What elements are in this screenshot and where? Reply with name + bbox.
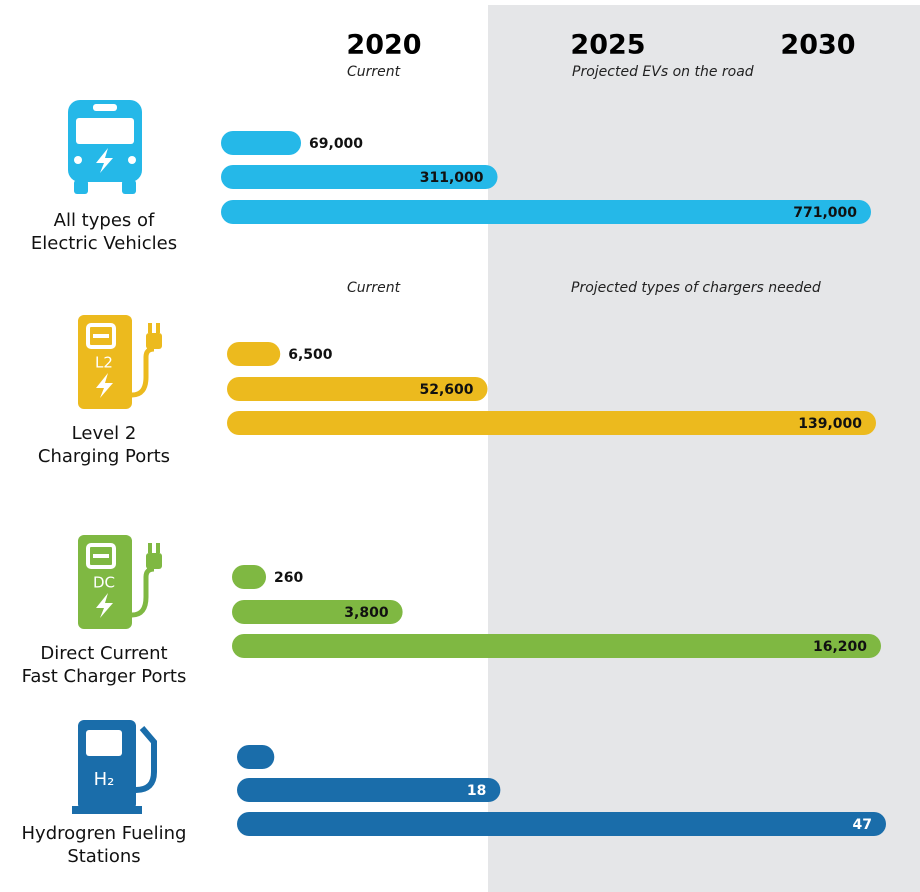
value-label: 47	[853, 817, 872, 833]
icon-bolt	[96, 373, 113, 398]
value-label: 16,200	[813, 639, 867, 655]
year-2025: 2025	[570, 30, 645, 61]
group-title: Direct Current	[40, 643, 167, 664]
value-label: 6,500	[288, 347, 333, 363]
icon-wheel	[74, 180, 88, 194]
icon-bolt	[96, 148, 113, 173]
group-title: Stations	[67, 846, 140, 867]
value-label: 139,000	[798, 416, 862, 432]
bar	[221, 165, 498, 189]
bar	[221, 200, 871, 224]
value-label: 69,000	[309, 136, 363, 152]
group-title: All types of	[54, 210, 155, 231]
icon-wheel	[122, 180, 136, 194]
icon-label: H₂	[94, 769, 115, 790]
group-title: Electric Vehicles	[31, 233, 177, 254]
column-note: Current	[347, 64, 401, 80]
icon-screen	[86, 543, 116, 569]
group-title: Fast Charger Ports	[22, 666, 187, 687]
icon-screen	[86, 730, 122, 756]
bar	[237, 812, 886, 836]
icon-window	[76, 118, 134, 144]
year-2030: 2030	[780, 30, 855, 61]
column-note: Projected EVs on the road	[572, 64, 754, 80]
value-label: 260	[274, 570, 303, 586]
bar	[227, 377, 488, 401]
icon-top	[93, 104, 117, 111]
value-label: 18	[467, 783, 486, 799]
year-2020: 2020	[346, 30, 421, 61]
icon-body	[78, 535, 132, 629]
icon-plug	[146, 333, 162, 349]
icon-light	[74, 156, 82, 164]
bar	[237, 745, 275, 769]
bar	[232, 565, 267, 589]
icon-body	[78, 315, 132, 409]
bar	[232, 600, 403, 624]
bar	[227, 411, 876, 435]
bar	[221, 131, 302, 155]
group-title: Level 2	[72, 423, 137, 444]
icon-plug	[146, 553, 162, 569]
icon-label: L2	[95, 354, 113, 372]
group-title: Charging Ports	[38, 446, 170, 467]
bar	[237, 778, 501, 802]
value-label: 311,000	[420, 170, 484, 186]
icon-cable	[131, 566, 155, 618]
icon-screen	[86, 323, 116, 349]
icon-bolt	[96, 593, 113, 618]
value-label: 3,800	[344, 605, 389, 621]
group-title: Hydrogren Fueling	[22, 823, 187, 844]
icon-cable	[131, 346, 155, 398]
icon-hose	[135, 726, 157, 793]
column-note: Current	[347, 280, 401, 296]
value-label: 52,600	[419, 382, 473, 398]
column-note: Projected types of chargers needed	[571, 280, 821, 296]
value-label: 771,000	[793, 205, 857, 221]
bar	[232, 634, 881, 658]
icon-label: DC	[93, 574, 115, 592]
icon-base	[72, 806, 142, 814]
value-label: 1	[282, 750, 292, 766]
projection-background	[488, 5, 920, 892]
icon-light	[128, 156, 136, 164]
bar	[227, 342, 281, 366]
